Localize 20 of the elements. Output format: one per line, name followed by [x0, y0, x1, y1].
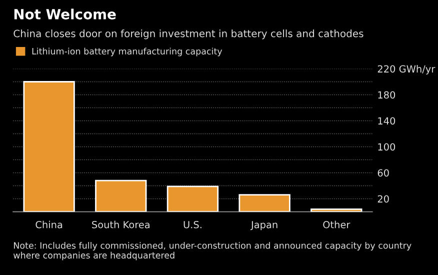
y-tick-label: 180: [378, 91, 396, 99]
x-tick-label: U.S.: [184, 220, 202, 228]
text: Note: Includes fully commissioned, under-construction and announced capacity by country where companies are headquartered: [14, 242, 412, 260]
y-tick-label: 140: [378, 117, 396, 125]
bar: [23, 81, 75, 212]
x-tick-label: Other: [323, 220, 350, 228]
bar: [310, 208, 362, 212]
bar: [95, 180, 147, 212]
y-tick-label: 60: [378, 169, 389, 177]
y-tick-label: 220 GWh/yr: [378, 65, 436, 74]
x-tick-label: Japan: [250, 221, 278, 230]
bar: [166, 186, 219, 212]
bar: [238, 194, 290, 212]
legend-label: Lithium-ion battery manufacturing capacity: [32, 48, 222, 56]
chart-title: Not Welcome: [14, 8, 116, 20]
chart-subtitle: China closes door on foreign investment in battery cells and cathodes: [14, 30, 364, 40]
x-tick-label: China: [36, 220, 62, 228]
y-tick-label: 100: [378, 143, 396, 151]
x-tick-label: South Korea: [92, 220, 150, 228]
y-tick-label: 20: [378, 195, 389, 203]
